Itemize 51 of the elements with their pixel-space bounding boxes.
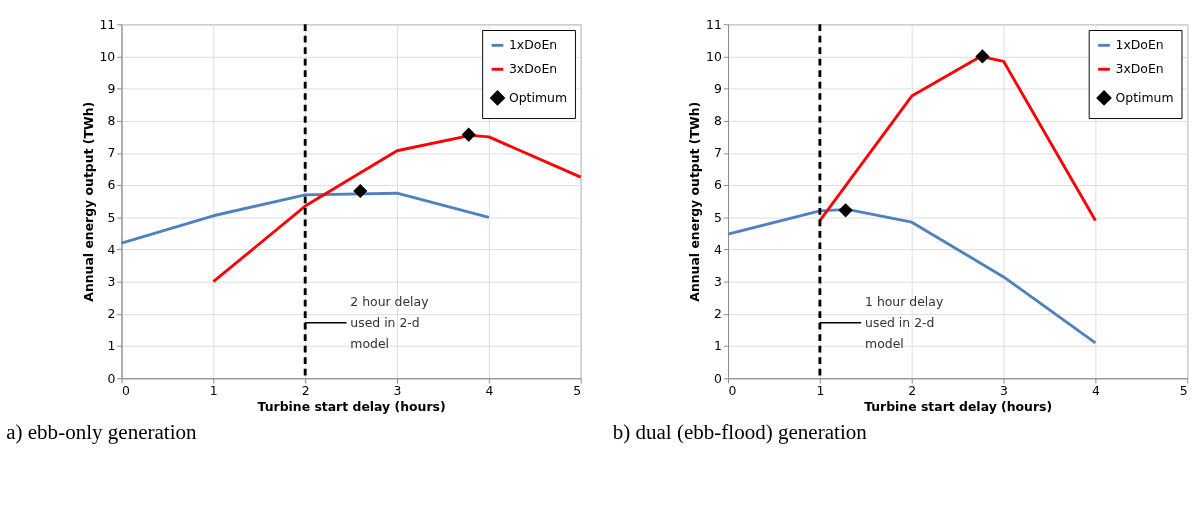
y-tick-label: 10 [706,48,722,64]
text: b) dual (ebb-flood) generation [612,420,868,445]
y-tick-label: 5 [713,209,722,225]
x-tick-label: 3 [1000,383,1009,399]
x-tick-label: 5 [1179,383,1188,399]
x-tick-label: 5 [573,383,582,399]
line-series [120,191,491,245]
y-tick-label: 11 [99,16,116,32]
y-tick-label: 7 [107,145,116,161]
y-tick-label: 2 [107,306,116,322]
x-axis-title: Turbine start delay (hours) [864,399,1053,415]
annotation: 1 hour delay used in 2-d model [865,293,944,351]
y-tick-label: 5 [107,209,116,225]
y-tick-label: 10 [99,48,116,64]
y-tick-label: 2 [713,306,722,322]
x-tick-label: 1 [209,383,218,399]
y-tick-label: 7 [713,145,722,161]
legend-label: 3xDoEn [508,61,558,77]
y-tick-label: 9 [107,80,116,96]
x-tick-label: 3 [393,383,402,399]
x-tick-label: 2 [908,383,917,399]
legend-label: 1xDoEn [508,37,558,53]
legend-label: Optimum [1115,89,1174,105]
legend-label: 1xDoEn [1115,37,1164,53]
legend-label: Optimum [508,89,568,105]
y-tick-label: 6 [713,177,722,193]
y-tick-label: 0 [107,370,116,386]
x-tick-label: 0 [728,383,737,399]
x-tick-label: 2 [301,383,310,399]
y-tick-label: 1 [107,338,116,354]
x-tick-label: 4 [485,383,494,399]
text: a) ebb-only generation [6,420,198,445]
y-tick-label: 6 [107,177,116,193]
y-tick-label: 1 [713,338,722,354]
y-tick-label: 4 [713,241,722,257]
y-tick-label: 3 [713,274,722,290]
y-tick-label: 11 [706,16,722,32]
y-axis-title: Annual energy output (TWh) [687,101,703,302]
y-tick-label: 4 [107,241,116,257]
x-tick-label: 0 [121,383,130,399]
x-tick-label: 4 [1091,383,1100,399]
y-tick-label: 8 [713,113,722,129]
x-axis-title: Turbine start delay (hours) [257,399,446,415]
annotation: 2 hour delay used in 2-d model [350,293,429,351]
y-tick-label: 9 [713,80,722,96]
y-axis-title: Annual energy output (TWh) [80,101,96,302]
x-tick-label: 1 [816,383,825,399]
y-tick-label: 0 [713,370,722,386]
legend-label: 3xDoEn [1115,61,1164,77]
y-tick-label: 8 [107,113,116,129]
y-tick-label: 3 [107,274,116,290]
